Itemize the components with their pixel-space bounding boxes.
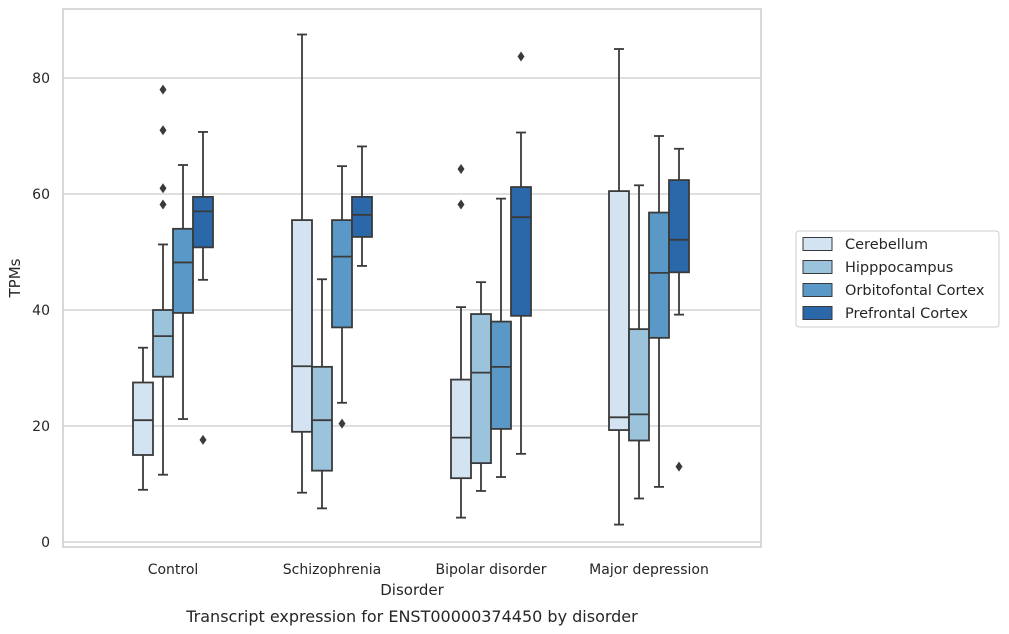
box-iqr bbox=[291, 219, 313, 433]
box-plot bbox=[291, 33, 313, 494]
box-plot bbox=[490, 197, 512, 478]
box-plot bbox=[331, 165, 353, 429]
box-plot bbox=[450, 164, 472, 519]
legend-label: Orbitofontal Cortex bbox=[845, 283, 985, 299]
outlier-point bbox=[338, 418, 346, 429]
legend-label: Hipppocampus bbox=[845, 260, 953, 276]
outlier-point bbox=[159, 183, 167, 194]
box-iqr bbox=[152, 309, 174, 378]
box-plot bbox=[351, 145, 373, 267]
outlier-point bbox=[517, 51, 525, 62]
outlier-point bbox=[457, 164, 465, 175]
box-iqr bbox=[608, 190, 630, 431]
outlier-point bbox=[675, 461, 683, 472]
legend-label: Cerebellum bbox=[845, 237, 928, 253]
box-plot bbox=[152, 84, 174, 476]
outlier-point bbox=[457, 199, 465, 210]
legend-items: Cerebellum Hipppocampus Orbitofontal Corte… bbox=[802, 237, 985, 322]
box-plot bbox=[192, 131, 214, 445]
box-plot bbox=[510, 51, 532, 455]
y-tick-label: 40 bbox=[32, 303, 50, 319]
box-plot bbox=[668, 147, 690, 472]
box-iqr bbox=[628, 328, 650, 442]
box-iqr bbox=[172, 227, 194, 314]
y-tick-label: 20 bbox=[32, 419, 50, 435]
series-hipppocampus bbox=[152, 84, 650, 510]
box-iqr bbox=[331, 219, 353, 329]
outlier-point bbox=[159, 199, 167, 210]
box-plot bbox=[608, 48, 630, 526]
x-tick-labels: Control Schizophrenia Bipolar disorder Majo… bbox=[148, 562, 709, 578]
series-orbitofontal-cortex bbox=[172, 135, 670, 488]
legend-swatch bbox=[802, 283, 833, 297]
y-tick-labels: 0 20 40 60 80 bbox=[32, 71, 50, 551]
series-cerebellum bbox=[132, 33, 630, 526]
box-iqr bbox=[648, 211, 670, 339]
x-axis-title: Disorder bbox=[380, 581, 444, 599]
box-iqr bbox=[311, 365, 333, 472]
box-iqr bbox=[510, 186, 532, 317]
box-plot bbox=[648, 135, 670, 488]
box-iqr bbox=[470, 313, 492, 465]
y-tick-label: 0 bbox=[41, 535, 50, 551]
legend-item: Prefrontal Cortex bbox=[802, 306, 968, 322]
outlier-point bbox=[159, 125, 167, 136]
box-iqr bbox=[351, 195, 373, 238]
outlier-point bbox=[159, 84, 167, 95]
x-tick-label: Major depression bbox=[589, 562, 709, 578]
plot-area-frame bbox=[62, 8, 762, 548]
legend-swatch bbox=[802, 237, 833, 251]
box-plot bbox=[172, 164, 194, 420]
legend-item: Cerebellum bbox=[802, 237, 928, 253]
x-tick-label: Bipolar disorder bbox=[435, 562, 546, 578]
x-tick-label: Control bbox=[148, 562, 199, 578]
box-plot bbox=[311, 278, 333, 510]
box-iqr bbox=[450, 378, 472, 480]
box-series bbox=[132, 33, 690, 526]
box-iqr bbox=[132, 381, 154, 456]
legend-swatch bbox=[802, 306, 833, 320]
legend-item: Orbitofontal Cortex bbox=[802, 283, 985, 299]
legend-swatch bbox=[802, 260, 833, 274]
legend-item: Hipppocampus bbox=[802, 260, 953, 276]
legend-label: Prefrontal Cortex bbox=[845, 306, 968, 322]
legend-frame bbox=[795, 230, 1000, 328]
box-plot bbox=[132, 346, 154, 491]
y-tick-label: 60 bbox=[32, 187, 50, 203]
y-axis-title: TPMs bbox=[6, 258, 24, 298]
box-plot bbox=[470, 281, 492, 492]
legend: Cerebellum Hipppocampus Orbitofontal Corte… bbox=[795, 230, 1000, 328]
chart-caption: Transcript expression for ENST0000037445… bbox=[185, 607, 638, 626]
box-iqr bbox=[192, 195, 214, 249]
box-plot bbox=[628, 184, 650, 500]
box-iqr bbox=[490, 320, 512, 430]
x-tick-label: Schizophrenia bbox=[283, 562, 381, 578]
series-prefrontal-cortex bbox=[192, 51, 690, 472]
outlier-point bbox=[199, 434, 207, 445]
box-iqr bbox=[668, 179, 690, 274]
y-tick-label: 80 bbox=[32, 71, 50, 87]
